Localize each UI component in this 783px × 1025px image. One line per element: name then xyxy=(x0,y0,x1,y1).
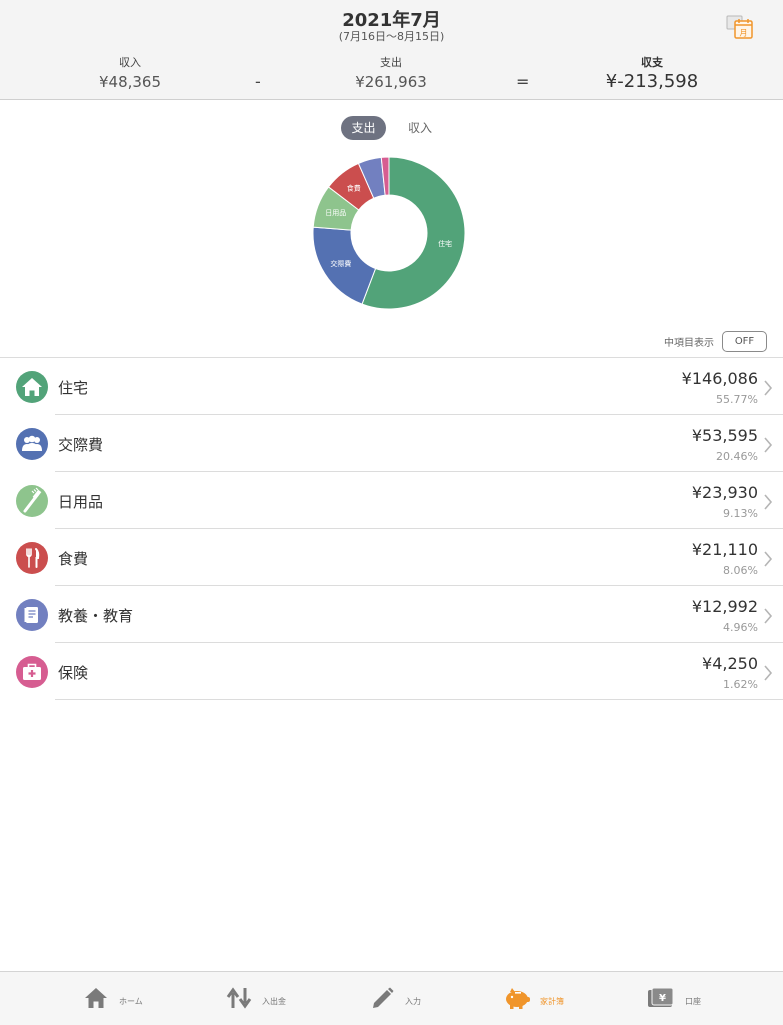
piggy-bank-icon xyxy=(506,988,530,1009)
subitem-toggle-label: 中項目表示 xyxy=(664,338,714,349)
category-icon-badge xyxy=(16,371,48,403)
category-percent: 4.96% xyxy=(723,621,758,634)
tab-accounts-label: 口座 xyxy=(685,997,701,1006)
row-divider xyxy=(55,699,783,700)
tab-transactions-label: 入出金 xyxy=(262,997,286,1006)
donut-slice-label: 住宅 xyxy=(438,239,452,248)
tab-accounts[interactable]: ¥ 口座 xyxy=(647,972,717,1025)
chevron-right-icon xyxy=(763,551,773,571)
calendar-month-icon: 月 xyxy=(726,15,753,39)
subitem-toggle-button[interactable]: OFF xyxy=(722,331,767,352)
tab-home-label: ホーム xyxy=(119,997,143,1006)
category-name: 交際費 xyxy=(58,436,104,454)
donut-slice-label: 交際費 xyxy=(330,259,351,268)
category-name: 教養・教育 xyxy=(58,607,134,625)
category-icon-badge xyxy=(16,428,48,460)
category-icon-badge xyxy=(16,656,48,688)
tab-home[interactable]: ホーム xyxy=(84,972,154,1025)
expense-label: 支出 xyxy=(380,56,402,69)
minus-operator: - xyxy=(255,72,261,91)
tab-input-label: 入力 xyxy=(405,997,421,1006)
calendar-label: 月 xyxy=(740,29,748,38)
balance-summary: 収支 ¥-213,598 xyxy=(596,54,708,92)
category-amount: ¥23,930 xyxy=(691,483,758,502)
category-row[interactable]: 食費 ¥21,110 8.06% xyxy=(0,529,783,586)
row-divider xyxy=(55,585,783,586)
category-name: 日用品 xyxy=(58,493,104,511)
expense-summary: 支出 ¥261,963 xyxy=(346,54,436,91)
category-percent: 20.46% xyxy=(716,450,758,463)
income-toggle-button[interactable]: 収入 xyxy=(407,121,432,135)
expense-toggle-button[interactable]: 支出 xyxy=(341,116,386,140)
header-summary: 2021年7月 (7月16日〜8月15日) 月 収入 ¥48,365 - 支出 … xyxy=(0,0,783,100)
category-row[interactable]: 日用品 ¥23,930 9.13% xyxy=(0,472,783,529)
divider xyxy=(0,357,783,358)
category-name: 保険 xyxy=(58,664,89,682)
category-amount: ¥4,250 xyxy=(702,654,758,673)
income-summary: 収入 ¥48,365 xyxy=(90,54,170,91)
donut-slice[interactable] xyxy=(380,156,390,196)
chevron-right-icon xyxy=(763,494,773,514)
chevron-right-icon xyxy=(763,437,773,457)
row-divider xyxy=(55,414,783,415)
category-amount: ¥146,086 xyxy=(681,369,758,388)
balance-label: 収支 xyxy=(641,56,663,69)
tab-transactions[interactable]: 入出金 xyxy=(226,972,296,1025)
toothbrush-icon xyxy=(23,487,42,513)
donut-slice-label: 食費 xyxy=(347,184,361,193)
donut-slice[interactable] xyxy=(361,156,466,310)
category-row[interactable]: 教養・教育 ¥12,992 4.96% xyxy=(0,586,783,643)
chevron-right-icon xyxy=(763,665,773,685)
row-divider xyxy=(55,642,783,643)
chevron-right-icon xyxy=(763,380,773,400)
date-range: (7月16日〜8月15日) xyxy=(338,30,445,43)
fork-knife-icon xyxy=(26,548,40,568)
tab-household-book[interactable]: 家計簿 xyxy=(503,972,573,1025)
tab-input[interactable]: 入力 xyxy=(370,972,430,1025)
page-title: 2021年7月 xyxy=(342,10,441,31)
category-icon-badge xyxy=(16,485,48,517)
category-row[interactable]: 住宅 ¥146,086 55.77% xyxy=(0,358,783,415)
category-name: 食費 xyxy=(58,550,89,568)
category-amount: ¥12,992 xyxy=(691,597,758,616)
income-label: 収入 xyxy=(119,56,141,69)
balance-value: ¥-213,598 xyxy=(605,71,699,92)
people-icon xyxy=(22,435,42,451)
tab-household-book-label: 家計簿 xyxy=(540,997,564,1006)
category-percent: 9.13% xyxy=(723,507,758,520)
category-percent: 8.06% xyxy=(723,564,758,577)
category-amount: ¥53,595 xyxy=(691,426,758,445)
category-row[interactable]: 交際費 ¥53,595 20.46% xyxy=(0,415,783,472)
row-divider xyxy=(55,528,783,529)
home-icon xyxy=(85,988,107,1008)
category-percent: 1.62% xyxy=(723,678,758,691)
calendar-button[interactable]: 月 xyxy=(725,14,755,40)
row-divider xyxy=(55,471,783,472)
first-aid-icon xyxy=(23,663,41,680)
category-row[interactable]: 保険 ¥4,250 1.62% xyxy=(0,643,783,700)
house-icon xyxy=(22,378,42,396)
category-icon-badge xyxy=(16,599,48,631)
svg-text:¥: ¥ xyxy=(659,993,666,1004)
pencil-icon xyxy=(373,987,394,1008)
tab-bar: ホーム 入出金 入力 家計簿 ¥ 口座 xyxy=(0,971,783,1025)
category-percent: 55.77% xyxy=(716,393,758,406)
book-icon xyxy=(24,607,38,623)
category-name: 住宅 xyxy=(58,379,89,397)
category-icon-badge xyxy=(16,542,48,574)
donut-slice-label: 日用品 xyxy=(325,209,346,217)
transfer-arrows-icon xyxy=(226,987,252,1009)
chevron-right-icon xyxy=(763,608,773,628)
equals-operator: = xyxy=(516,72,530,91)
wallet-yen-icon: ¥ xyxy=(648,987,674,1007)
category-amount: ¥21,110 xyxy=(691,540,758,559)
expense-value: ¥261,963 xyxy=(355,73,427,91)
income-value: ¥48,365 xyxy=(98,73,162,91)
